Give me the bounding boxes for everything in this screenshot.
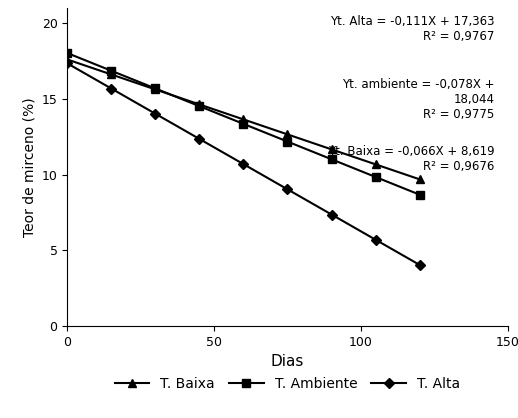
Line: T. Baixa: T. Baixa [63, 55, 424, 184]
T. Baixa [196, 102, 203, 107]
Y-axis label: Teor de mirceno (%): Teor de mirceno (%) [22, 97, 36, 237]
T. Ambiente [64, 51, 70, 56]
X-axis label: Dias: Dias [271, 354, 304, 370]
Text: Yt. ambiente = -0,078X +
18,044
R² = 0,9775: Yt. ambiente = -0,078X + 18,044 R² = 0,9… [342, 78, 494, 121]
T. Alta [416, 263, 423, 268]
T. Alta [240, 162, 247, 167]
T. Alta [284, 187, 291, 192]
T. Baixa [284, 132, 291, 137]
T. Baixa [416, 177, 423, 182]
T. Baixa [64, 57, 70, 62]
Text: Yt. Baixa = -0,066X + 8,619
R² = 0,9676: Yt. Baixa = -0,066X + 8,619 R² = 0,9676 [328, 145, 494, 173]
T. Ambiente [284, 139, 291, 144]
T. Ambiente [108, 68, 114, 73]
T. Baixa [152, 87, 159, 92]
T. Alta [196, 136, 203, 141]
T. Alta [372, 237, 379, 242]
T. Baixa [108, 72, 114, 77]
T. Ambiente [152, 86, 159, 91]
T. Ambiente [196, 104, 203, 109]
T. Ambiente [240, 121, 247, 126]
T. Alta [64, 61, 70, 66]
T. Baixa [240, 117, 247, 122]
T. Alta [328, 212, 335, 217]
T. Alta [152, 111, 159, 116]
T. Baixa [328, 147, 335, 152]
T. Ambiente [372, 174, 379, 179]
Text: Yt. Alta = -0,111X + 17,363
R² = 0,9767: Yt. Alta = -0,111X + 17,363 R² = 0,9767 [330, 15, 494, 43]
Legend: T. Baixa, T. Ambiente, T. Alta: T. Baixa, T. Ambiente, T. Alta [109, 371, 466, 396]
T. Alta [108, 86, 114, 91]
T. Ambiente [328, 157, 335, 162]
T. Baixa [372, 162, 379, 167]
T. Ambiente [416, 192, 423, 197]
Line: T. Ambiente: T. Ambiente [63, 49, 424, 199]
Line: T. Alta: T. Alta [64, 60, 423, 268]
